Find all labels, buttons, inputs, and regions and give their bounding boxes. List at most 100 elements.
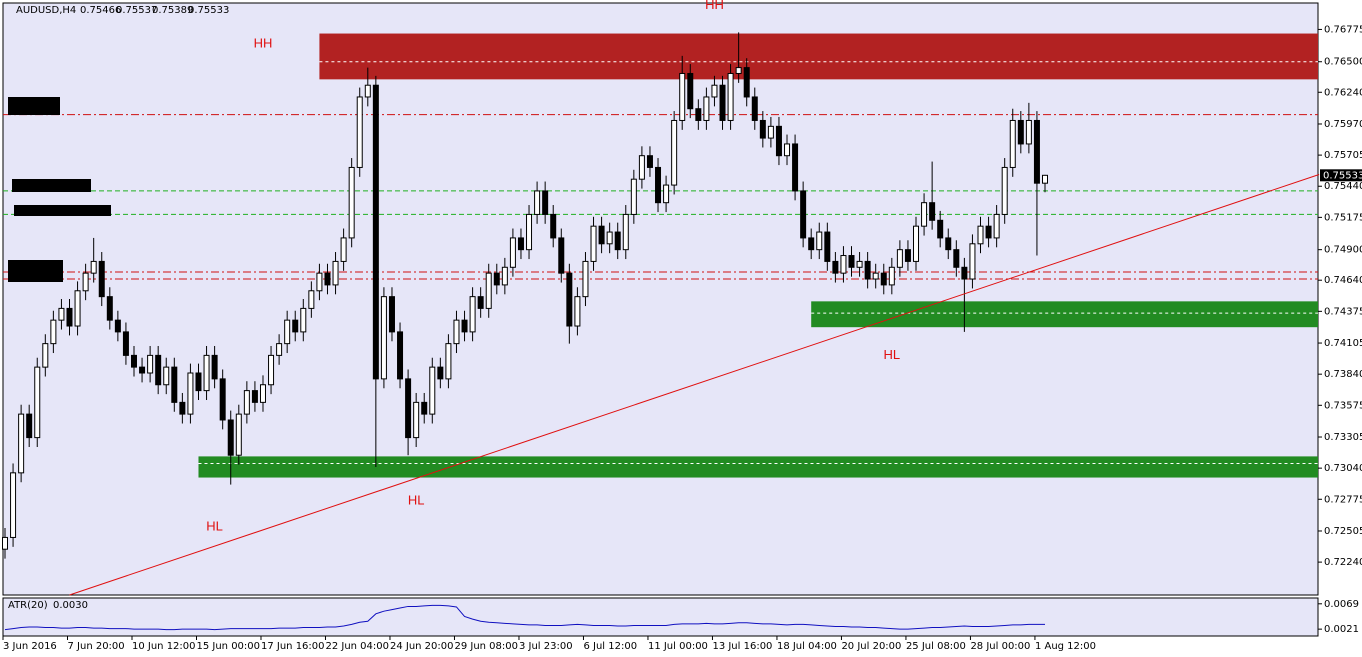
candle-body bbox=[50, 319, 57, 345]
candle-body bbox=[251, 390, 258, 403]
candle-body bbox=[58, 307, 65, 321]
candle-body bbox=[308, 290, 315, 309]
candle-body bbox=[880, 272, 887, 286]
candle-body bbox=[211, 354, 218, 380]
redacted-label bbox=[14, 205, 111, 216]
candle-body bbox=[735, 67, 742, 74]
candle-body bbox=[243, 390, 250, 415]
candle-body bbox=[90, 260, 97, 274]
candle-body bbox=[356, 96, 363, 168]
zone bbox=[319, 33, 1319, 80]
candle-body bbox=[380, 296, 387, 380]
atr-panel bbox=[2, 597, 1319, 637]
y-tick-label: 0.75440 bbox=[1324, 181, 1362, 192]
candle-body bbox=[542, 190, 549, 215]
candle-body bbox=[856, 260, 863, 268]
candle-body bbox=[566, 272, 573, 327]
candle-body bbox=[106, 296, 113, 321]
candle-body bbox=[703, 96, 710, 121]
x-tick-label: 20 Jul 20:00 bbox=[841, 641, 901, 652]
candle-body bbox=[130, 354, 137, 368]
candle-body bbox=[235, 413, 242, 456]
candle-body bbox=[332, 260, 339, 286]
annotation: HL bbox=[884, 347, 901, 362]
candle-body bbox=[800, 190, 807, 239]
y-tick-label: 0.73840 bbox=[1324, 369, 1362, 380]
candle-body bbox=[114, 319, 121, 333]
y-tick-label: 0.74375 bbox=[1324, 306, 1362, 317]
candle-body bbox=[147, 354, 154, 374]
y-tick-label: 0.74900 bbox=[1324, 245, 1362, 256]
candle-body bbox=[550, 213, 557, 239]
x-tick-label: 17 Jun 16:00 bbox=[261, 641, 325, 652]
candle-body bbox=[904, 249, 911, 262]
x-tick-label: 29 Jun 08:00 bbox=[454, 641, 518, 652]
atr-line bbox=[4, 604, 1045, 631]
y-tick-label: 0.76500 bbox=[1324, 57, 1362, 68]
candle-body bbox=[292, 319, 299, 333]
candle-body bbox=[501, 266, 508, 286]
candle-body bbox=[509, 237, 516, 268]
candle-body bbox=[348, 166, 355, 239]
y-tick-label: 0.73040 bbox=[1324, 463, 1362, 474]
candle-body bbox=[767, 125, 774, 139]
y-tick-label: 0.74105 bbox=[1324, 338, 1362, 349]
candle-body bbox=[82, 272, 89, 292]
y-tick-label: 0.74640 bbox=[1324, 275, 1362, 286]
y-tick-label: 0.72775 bbox=[1324, 494, 1362, 505]
annotation: HL bbox=[206, 518, 223, 533]
candle-body bbox=[1017, 119, 1024, 145]
annotation: HH bbox=[705, 0, 724, 12]
candle-body bbox=[719, 84, 726, 121]
candle-body bbox=[695, 108, 702, 121]
trendline bbox=[69, 174, 1320, 596]
candle-body bbox=[953, 249, 960, 268]
y-tick-label: 0.73305 bbox=[1324, 432, 1362, 443]
candle-body bbox=[179, 401, 186, 415]
candle-body bbox=[727, 72, 734, 121]
candle-body bbox=[671, 119, 678, 186]
candle-body bbox=[614, 231, 621, 251]
candle-body bbox=[969, 243, 976, 280]
candle-body bbox=[1033, 119, 1040, 184]
candle-body bbox=[405, 378, 412, 439]
candle-body bbox=[171, 366, 178, 403]
candle-body bbox=[461, 319, 468, 333]
candle-body bbox=[429, 366, 436, 415]
redacted-label bbox=[8, 97, 60, 115]
candle-body bbox=[937, 219, 944, 239]
header-low: 0.75389 bbox=[152, 5, 193, 16]
candle-body bbox=[397, 331, 404, 380]
candle-body bbox=[630, 178, 637, 215]
candle-body bbox=[775, 125, 782, 157]
annotation: HL bbox=[408, 492, 425, 507]
candle-body bbox=[284, 319, 291, 345]
y-tick-label: 0.72505 bbox=[1324, 526, 1362, 537]
candle-body bbox=[792, 143, 799, 192]
x-tick-label: 24 Jun 20:00 bbox=[390, 641, 454, 652]
candle-body bbox=[526, 213, 533, 251]
candle-body bbox=[259, 384, 266, 403]
zone bbox=[198, 456, 1318, 478]
candle-body bbox=[582, 260, 589, 298]
candle-body bbox=[921, 202, 928, 227]
candle-body bbox=[711, 84, 718, 98]
x-tick-label: 7 Jun 20:00 bbox=[67, 641, 124, 652]
plot-layer bbox=[2, 32, 1320, 596]
candle-body bbox=[622, 213, 629, 251]
candle-body bbox=[824, 231, 831, 262]
candle-body bbox=[808, 237, 815, 251]
redacted-label bbox=[12, 179, 91, 192]
candle-body bbox=[388, 296, 395, 333]
y-tick-label: 0.75705 bbox=[1324, 150, 1362, 161]
candle-body bbox=[840, 255, 847, 274]
current-price-box bbox=[1320, 169, 1362, 182]
candle-body bbox=[759, 119, 766, 139]
candle-body bbox=[945, 237, 952, 251]
candle-body bbox=[985, 225, 992, 239]
candle-body bbox=[485, 272, 492, 309]
x-tick-label: 6 Jul 12:00 bbox=[583, 641, 637, 652]
candle-body bbox=[34, 366, 41, 439]
candle-body bbox=[66, 307, 73, 327]
x-tick-label: 18 Jul 04:00 bbox=[777, 641, 837, 652]
